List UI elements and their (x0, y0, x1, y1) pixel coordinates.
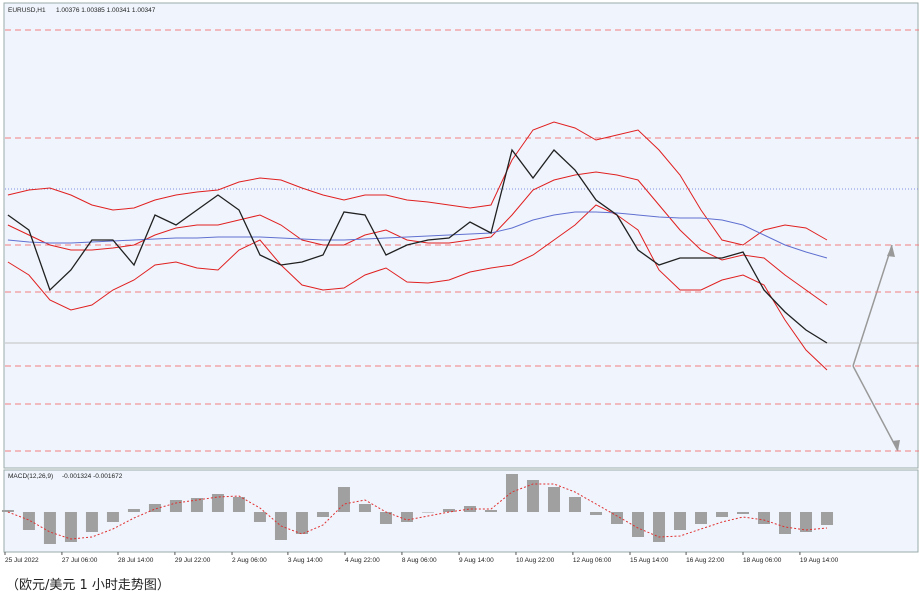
macd-bar (85, 512, 98, 532)
x-tick-label: 28 Jul 14:00 (118, 557, 154, 564)
macd-bar (337, 487, 350, 512)
macd-bar (190, 498, 203, 512)
macd-bar (610, 512, 623, 524)
arrow-head (892, 440, 900, 451)
macd-bar (800, 512, 813, 532)
macd-bar (737, 512, 750, 514)
main-pane (3, 2, 919, 469)
macd-bar (568, 497, 581, 512)
projection-up (852, 244, 893, 367)
macd-bar (253, 512, 266, 522)
x-tick-label: 25 Jul 2022 (5, 557, 39, 564)
macd-values: -0.001324 -0.001672 (62, 473, 123, 480)
macd-bar (358, 504, 371, 512)
macd-bar (316, 512, 329, 517)
macd-bar (505, 474, 518, 512)
macd-bar (169, 500, 182, 512)
x-tick-label: 3 Aug 14:00 (288, 557, 323, 564)
macd-bar (148, 504, 161, 512)
macd-pane (3, 469, 919, 553)
macd-bar (526, 480, 539, 512)
macd-bar (484, 510, 497, 512)
macd-bar (43, 512, 56, 544)
caption: （欧元/美元 1 小时走势图） (6, 578, 170, 593)
macd-bar (64, 512, 77, 542)
x-tick-label: 9 Aug 14:00 (459, 557, 494, 564)
macd-bar (211, 494, 224, 512)
macd-bar (589, 512, 602, 515)
ohlc-label: 1.00376 1.00385 1.00341 1.00347 (56, 7, 156, 14)
x-tick-label: 18 Aug 06:00 (743, 557, 782, 564)
macd-bar (295, 512, 308, 534)
macd-label: MACD(12,26,9) (8, 473, 53, 480)
macd-bar (421, 512, 434, 513)
macd-bar (695, 512, 708, 524)
macd-bar (22, 512, 35, 530)
chart: EURUSD,H1 1.00376 1.00385 1.00341 1.0034… (1, 2, 919, 564)
macd-bar (442, 509, 455, 512)
macd-bar (673, 512, 686, 530)
arrow-head (887, 245, 895, 257)
signal-line (7, 483, 828, 540)
macd-bar (821, 512, 834, 525)
macd-bar (106, 512, 119, 522)
x-tick-label: 15 Aug 14:00 (630, 557, 669, 564)
macd-bar (631, 512, 644, 537)
x-tick-label: 8 Aug 06:00 (402, 557, 437, 564)
series-line (7, 204, 828, 371)
macd-bar (232, 497, 245, 512)
x-tick-label: 10 Aug 22:00 (516, 557, 555, 564)
macd-bar (1, 510, 14, 512)
macd-bar (652, 512, 665, 542)
macd-bar (400, 512, 413, 522)
x-tick-label: 16 Aug 22:00 (686, 557, 725, 564)
series-line (7, 121, 828, 246)
x-tick-label: 4 Aug 22:00 (345, 557, 380, 564)
projection-down (852, 365, 899, 452)
x-tick-label: 2 Aug 06:00 (232, 557, 267, 564)
x-tick-label: 27 Jul 06:00 (62, 557, 98, 564)
series-line (7, 148, 828, 344)
macd-bar (379, 512, 392, 524)
macd-bar (463, 506, 476, 512)
macd-bar (127, 509, 140, 512)
macd-bar (758, 512, 771, 524)
symbol-label: EURUSD,H1 (8, 7, 46, 14)
x-tick-label: 29 Jul 22:00 (175, 557, 211, 564)
x-tick-label: 12 Aug 06:00 (573, 557, 612, 564)
x-tick-label: 19 Aug 14:00 (800, 557, 839, 564)
macd-bar (779, 512, 792, 534)
macd-bar (716, 512, 729, 517)
macd-bar (547, 487, 560, 512)
